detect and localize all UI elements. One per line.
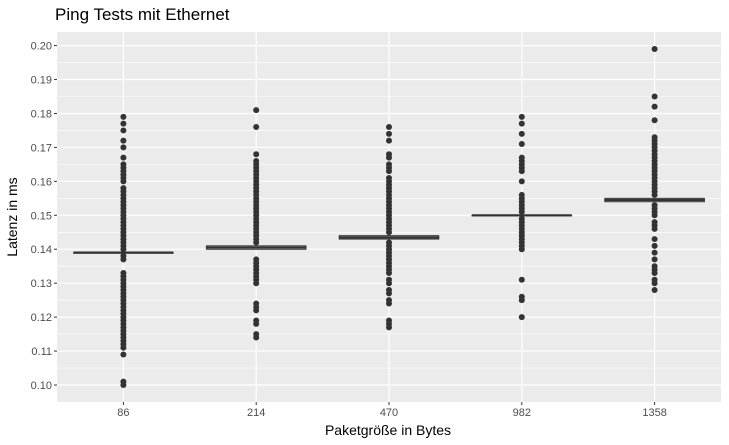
y-tick-label: 0.10	[31, 380, 52, 392]
y-tick-label: 0.16	[31, 176, 52, 188]
data-layer	[73, 45, 705, 389]
y-tick-label: 0.15	[31, 210, 52, 222]
outlier-point	[120, 144, 127, 151]
outlier-point	[253, 320, 260, 327]
outlier-point	[386, 270, 392, 277]
y-tick-label: 0.13	[31, 278, 52, 290]
x-tick-label: 470	[380, 407, 398, 419]
outlier-point	[518, 120, 525, 127]
box-group-982	[471, 113, 573, 321]
y-tick-label: 0.19	[31, 75, 52, 87]
y-tick-label: 0.17	[31, 142, 52, 154]
outlier-point	[386, 130, 392, 137]
outlier-point	[253, 307, 260, 314]
outlier-point	[651, 286, 658, 293]
outlier-point	[120, 246, 127, 253]
y-tick-label: 0.18	[31, 108, 52, 120]
outlier-point	[386, 154, 392, 161]
outlier-point	[518, 208, 525, 215]
x-tick-label: 1358	[642, 407, 666, 419]
outlier-point	[651, 117, 658, 124]
outlier-point	[651, 236, 658, 243]
outlier-point	[120, 382, 127, 389]
outlier-point	[518, 297, 525, 304]
outlier-point	[651, 270, 658, 277]
x-tick-label: 86	[117, 407, 129, 419]
outlier-point	[253, 124, 260, 131]
x-tick-label: 214	[247, 407, 265, 419]
outlier-point	[120, 178, 127, 185]
y-tick-label: 0.14	[31, 244, 52, 256]
outlier-point	[518, 168, 525, 175]
axis-layer: 0.10 0.11 0.12 0.13 0.14 0.15 0.16 0.17 0.18 0.19…	[31, 41, 667, 419]
outlier-point	[518, 276, 525, 283]
y-axis-title: Latenz in ms	[4, 177, 20, 256]
outlier-point	[386, 137, 392, 144]
outlier-point	[386, 324, 392, 331]
y-tick-label: 0.20	[31, 41, 52, 53]
outlier-point	[651, 242, 658, 249]
outlier-point	[386, 229, 392, 236]
box-group-1358	[604, 45, 705, 293]
outlier-point	[120, 137, 127, 144]
outlier-point	[120, 113, 127, 120]
outlier-point	[518, 314, 525, 321]
outlier-point	[651, 191, 658, 198]
outlier-point	[253, 107, 260, 114]
box-group-86	[73, 113, 174, 389]
outlier-point	[651, 45, 658, 52]
outlier-point	[120, 344, 127, 351]
outlier-point	[651, 256, 658, 263]
x-axis-title: Paketgröße in Bytes	[325, 422, 451, 438]
chart-title: Ping Tests mit Ethernet	[55, 5, 230, 24]
outlier-point	[518, 113, 525, 120]
outlier-point	[253, 151, 260, 158]
outlier-point	[518, 246, 525, 253]
y-tick-label: 0.12	[31, 312, 52, 324]
box-group-214	[205, 107, 307, 341]
outlier-point	[253, 334, 260, 341]
outlier-point	[518, 178, 525, 185]
outlier-point	[386, 300, 392, 307]
outlier-point	[386, 280, 392, 287]
outlier-point	[386, 168, 392, 175]
y-tick-label: 0.11	[31, 346, 52, 358]
outlier-point	[386, 124, 392, 131]
outlier-point	[120, 256, 127, 263]
outlier-point	[120, 351, 127, 358]
outlier-point	[386, 290, 392, 297]
outlier-point	[120, 154, 127, 161]
outlier-point	[120, 120, 127, 127]
outlier-point	[518, 141, 525, 148]
outlier-point	[651, 225, 658, 232]
outlier-point	[651, 103, 658, 110]
outlier-point	[651, 249, 658, 256]
outlier-point	[120, 127, 127, 134]
outlier-point	[651, 212, 658, 219]
box-group-470	[338, 124, 440, 331]
outlier-point	[253, 280, 260, 287]
outlier-point	[518, 130, 525, 137]
outlier-point	[253, 239, 260, 246]
x-tick-label: 982	[513, 407, 531, 419]
outlier-point	[651, 280, 658, 287]
outlier-point	[651, 93, 658, 100]
